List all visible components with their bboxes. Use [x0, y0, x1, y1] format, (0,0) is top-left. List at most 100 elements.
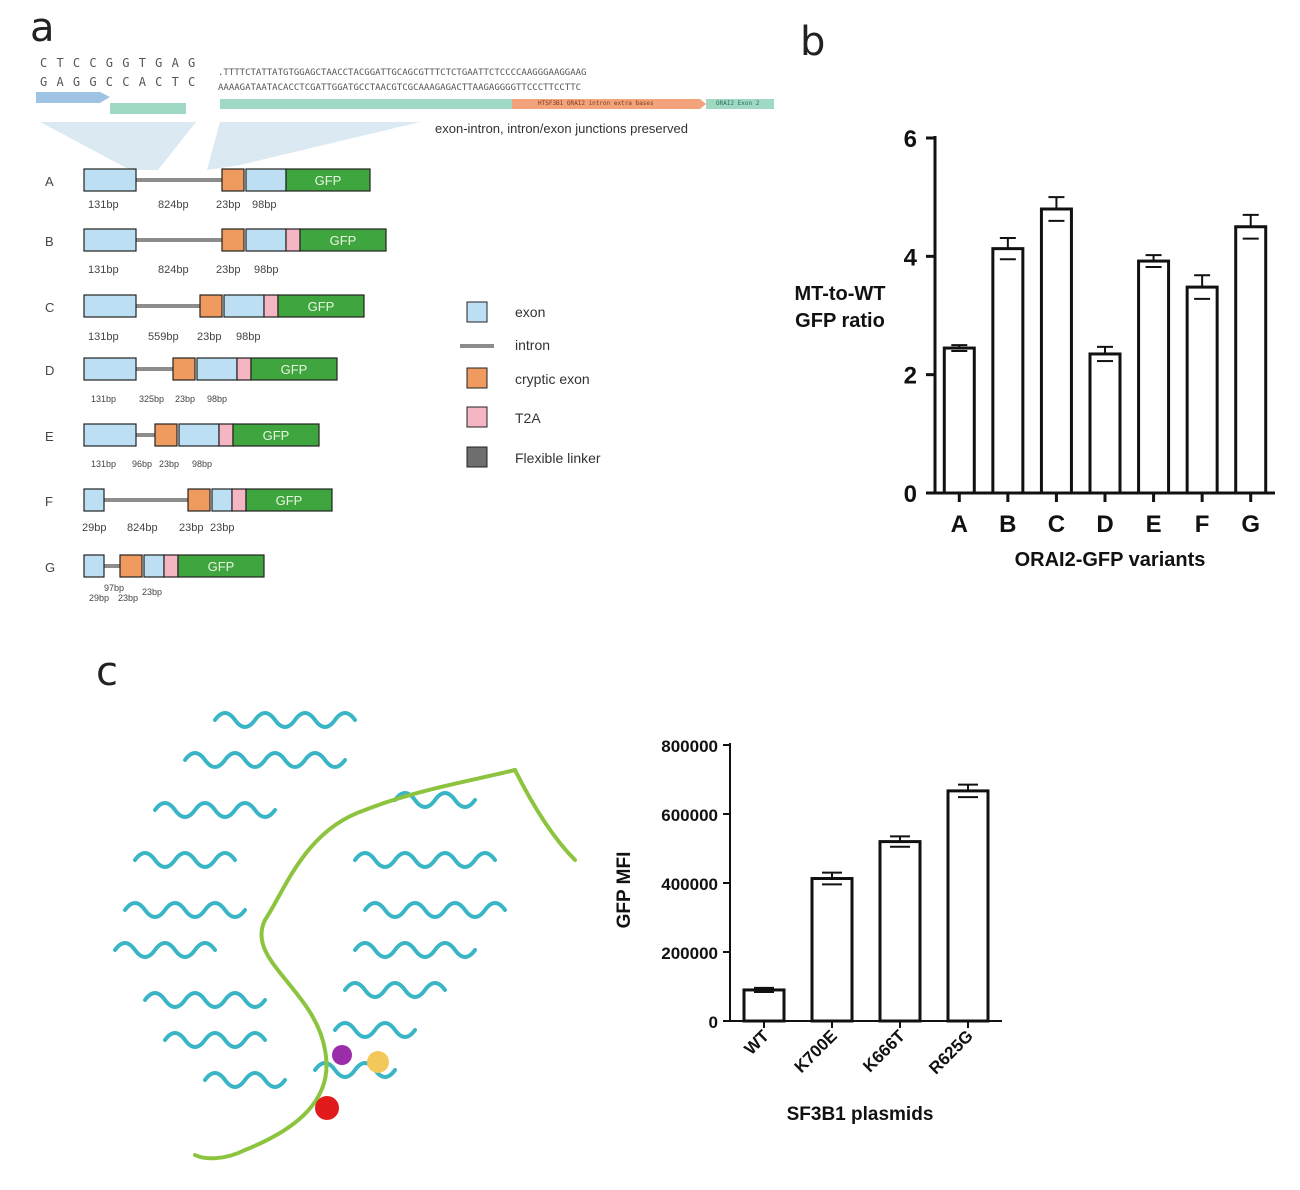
- exon-block: [83, 554, 105, 578]
- bp-label: 325bp: [139, 394, 165, 404]
- bp-label: 29bp: [89, 593, 110, 603]
- construct-row-c: [83, 294, 365, 318]
- gfp-block: [277, 294, 365, 318]
- legend-label-t2a: T2A: [515, 410, 541, 426]
- row-label-c: C: [45, 300, 55, 315]
- construct-diagram: GFP GFP GFP GFP GFP GFP GFP: [83, 168, 387, 578]
- track-label-exon2: ORAI2 Exon 2: [716, 100, 760, 107]
- exon-block: [211, 488, 233, 512]
- t2a-block: [263, 294, 279, 318]
- bp-label: 559bp: [148, 331, 179, 343]
- y-axis-label: GFP MFI: [614, 852, 635, 929]
- legend-label-intron: intron: [515, 337, 551, 353]
- y-tick-label: 2: [904, 363, 917, 390]
- cryptic-exon-block: [119, 554, 143, 578]
- bp-label: 23bp: [118, 593, 139, 603]
- legend-swatch-t2a: [466, 406, 488, 428]
- bp-label: 131bp: [91, 394, 117, 404]
- chart-gfp-mfi: 0 200000 400000 600000 800000 WT K700E K666T R62…: [614, 737, 1002, 1125]
- y-axis-label: MT-to-WT: [794, 283, 885, 305]
- residue-sphere-purple: [332, 1045, 352, 1065]
- bar: [1137, 259, 1171, 495]
- exon-block: [83, 423, 137, 447]
- bp-label: 131bp: [88, 199, 119, 211]
- construct-row-b: [83, 228, 387, 252]
- row-label-d: D: [45, 363, 55, 378]
- bar: [942, 346, 976, 495]
- legend-label-cryptic-exon: cryptic exon: [515, 371, 590, 387]
- protein-helices: [113, 711, 507, 1089]
- bar: [946, 789, 990, 1023]
- row-label-g: G: [45, 560, 56, 575]
- sequence-tracks: [36, 92, 774, 170]
- gfp-block: [232, 423, 320, 447]
- construct-row-a: [83, 168, 371, 192]
- t2a-block: [163, 554, 179, 578]
- cryptic-exon-block: [221, 228, 245, 252]
- x-tick-label: E: [1146, 511, 1162, 538]
- y-tick-label: 800000: [661, 737, 718, 756]
- bp-label: 98bp: [192, 459, 213, 469]
- cryptic-exon-block: [172, 357, 196, 381]
- x-tick-label: C: [1048, 511, 1065, 538]
- gfp-label: GFP: [330, 233, 357, 248]
- y-tick-label: 400000: [661, 875, 718, 894]
- gfp-block: [285, 168, 371, 192]
- bar: [1088, 352, 1122, 495]
- bp-label: 23bp: [210, 522, 235, 534]
- exon-block: [83, 488, 105, 512]
- x-tick-label: K666T: [859, 1026, 909, 1076]
- bp-label: 23bp: [175, 394, 196, 404]
- gfp-block: [245, 488, 333, 512]
- exon-green-track-long: [220, 99, 512, 109]
- bp-label: 29bp: [82, 522, 107, 534]
- gfp-label: GFP: [208, 559, 235, 574]
- zoom-trapezoid-right: [207, 122, 420, 170]
- panel-label-c: c: [96, 649, 118, 695]
- bar: [991, 247, 1025, 495]
- exon-green-track-short: [110, 103, 186, 114]
- cryptic-exon-block: [154, 423, 178, 447]
- bp-label: 98bp: [207, 394, 228, 404]
- t2a-block: [285, 228, 301, 252]
- gfp-block: [250, 357, 338, 381]
- rna-strand: [193, 768, 577, 1161]
- legend-swatch-flexible-linker: [466, 446, 488, 468]
- exon-block: [143, 554, 165, 578]
- construct-row-g: [83, 554, 265, 578]
- protein-structure-image: [113, 711, 577, 1161]
- exon-block: [245, 168, 287, 192]
- t2a-block: [218, 423, 234, 447]
- construct-row-d: [83, 357, 338, 381]
- bar: [1039, 207, 1073, 495]
- x-tick-label: F: [1195, 511, 1210, 538]
- bp-label: 824bp: [127, 522, 158, 534]
- exon-block: [196, 357, 238, 381]
- residue-sphere-yellow: [367, 1051, 389, 1073]
- x-tick-label: WT: [741, 1026, 774, 1059]
- row-label-e: E: [45, 429, 54, 444]
- gfp-block: [177, 554, 265, 578]
- bar: [810, 877, 854, 1023]
- seq-short-top: C T C C G G T G A G: [40, 56, 197, 70]
- bp-label: 23bp: [159, 459, 180, 469]
- intron-extra-track: [512, 99, 706, 109]
- x-tick-label: K700E: [791, 1026, 841, 1076]
- row-label-b: B: [45, 234, 54, 249]
- bp-label: 98bp: [236, 331, 261, 343]
- bp-label: 98bp: [252, 199, 277, 211]
- junction-annotation: exon-intron, intron/exon junctions prese…: [435, 121, 688, 136]
- bp-label: 98bp: [254, 264, 279, 276]
- x-tick-label: A: [951, 511, 968, 538]
- bp-label: 824bp: [158, 199, 189, 211]
- zoom-trapezoid-left: [40, 122, 196, 170]
- x-tick-label: R625G: [925, 1026, 977, 1078]
- legend-label-flexible-linker: Flexible linker: [515, 450, 601, 466]
- cryptic-exon-block: [187, 488, 211, 512]
- gfp-block: [299, 228, 387, 252]
- seq-short-bottom: G A G G C C A C T C: [40, 75, 197, 89]
- cryptic-exon-block: [221, 168, 245, 192]
- bp-label: 97bp: [104, 583, 125, 593]
- x-tick-label: B: [999, 511, 1016, 538]
- exon-arrow-track: [36, 92, 110, 103]
